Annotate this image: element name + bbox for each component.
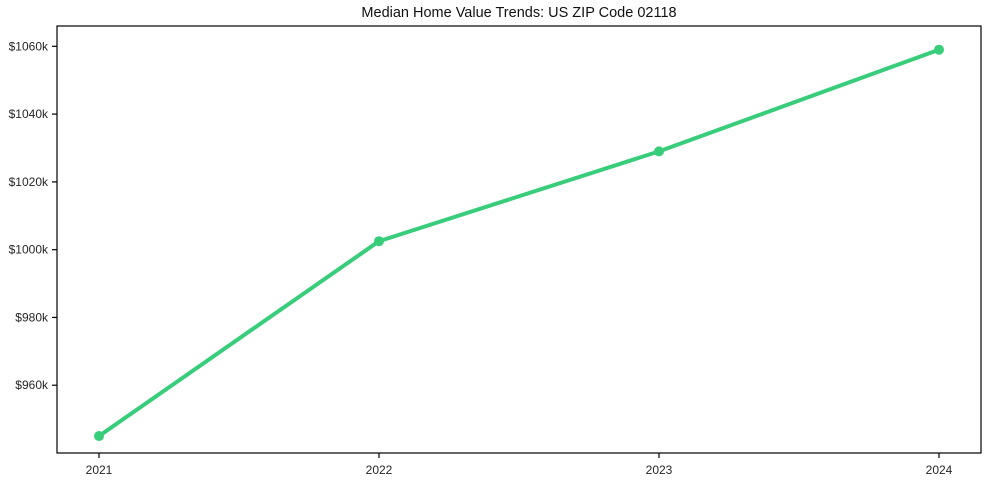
y-axis-tick-label: $1060k xyxy=(9,39,49,53)
x-axis-tick-label: 2024 xyxy=(926,463,953,477)
y-axis-tick-label: $980k xyxy=(15,310,49,324)
data-point-marker-2024 xyxy=(934,44,944,55)
data-point-marker-2023 xyxy=(654,146,664,157)
x-axis-tick-label: 2021 xyxy=(86,463,113,477)
trend-line xyxy=(97,47,941,439)
chart-title: Median Home Value Trends: US ZIP Code 02… xyxy=(361,5,677,21)
x-axis-tick-label: 2022 xyxy=(366,463,393,477)
plot-border xyxy=(56,25,982,454)
y-axis-tick-label: $960k xyxy=(15,378,49,392)
x-axis-tick-label: 2023 xyxy=(646,463,673,477)
y-axis-tick-label: $1000k xyxy=(9,243,49,257)
data-point-marker-2021 xyxy=(94,431,104,442)
y-axis-tick-label: $1020k xyxy=(9,175,49,189)
data-point-marker-2022 xyxy=(374,236,384,247)
y-axis-tick-label: $1040k xyxy=(9,107,49,121)
